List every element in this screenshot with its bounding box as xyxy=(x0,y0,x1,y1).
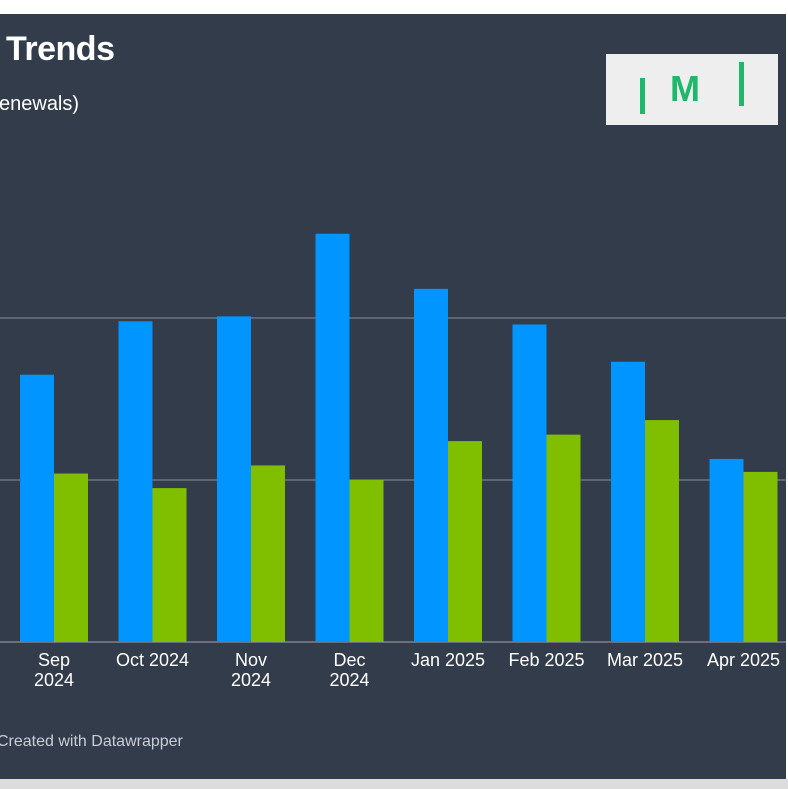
x-tick-label-line: 2024 xyxy=(33,670,75,690)
bar-series-b-6 xyxy=(645,420,679,642)
bar-series-a-1 xyxy=(118,321,153,642)
x-tick-label-line: Sep xyxy=(37,650,71,670)
x-tick-label-line: 2024 xyxy=(230,670,272,690)
credit-text: Created with Datawrapper xyxy=(0,733,183,750)
bar-series-b-2 xyxy=(251,465,285,642)
bar-series-a-0 xyxy=(20,374,54,642)
x-tick-label: Oct 2024 xyxy=(105,650,201,670)
x-tick-label: Sep 2024 xyxy=(6,650,102,690)
logo-left-bar xyxy=(640,78,645,114)
bar-series-a-5 xyxy=(512,324,547,642)
x-tick-label-line: Oct 2024 xyxy=(115,650,190,670)
bar-series-b-0 xyxy=(54,473,88,642)
bottom-bar xyxy=(0,779,788,789)
bar-series-b-4 xyxy=(448,441,482,642)
chart-card: Trends enewals) M Sep 2024 Oct 2024 Nov 2024… xyxy=(0,14,786,779)
x-tick-label: Jan 2025 xyxy=(400,650,496,670)
x-tick-label-line: Dec xyxy=(333,650,366,670)
chart-title: Trends xyxy=(6,30,115,68)
bar-series-a-7 xyxy=(709,458,744,642)
x-tick-label-line: Nov xyxy=(234,650,267,670)
x-tick-label-line: Jan 2025 xyxy=(410,650,486,670)
x-tick-label: Feb 2025 xyxy=(499,650,595,670)
x-tick-label-line: 2024 xyxy=(329,670,370,690)
bar-series-a-3 xyxy=(315,233,350,642)
logo-letter: M xyxy=(670,68,700,109)
bar-series-a-6 xyxy=(611,361,645,642)
bar-series-b-1 xyxy=(152,488,187,642)
chart-subtitle: enewals) xyxy=(0,93,80,115)
x-tick-label: Mar 2025 xyxy=(597,650,693,670)
publisher-logo: M xyxy=(606,54,778,125)
x-tick-label-line: Feb 2025 xyxy=(508,650,585,670)
bar-series-b-5 xyxy=(546,434,581,642)
bar-series-b-3 xyxy=(349,480,384,642)
x-tick-label: Nov 2024 xyxy=(203,650,299,690)
logo-right-bar xyxy=(739,62,744,106)
x-tick-label: Dec 2024 xyxy=(302,650,398,690)
x-tick-label-line: Mar 2025 xyxy=(606,650,684,670)
bar-chart xyxy=(0,233,786,643)
bar-series-a-4 xyxy=(414,288,448,642)
bar-series-b-7 xyxy=(743,471,778,642)
bar-series-a-2 xyxy=(217,316,251,642)
x-tick-label: Apr 2025 xyxy=(696,650,787,670)
x-tick-label-line: Apr 2025 xyxy=(706,650,781,670)
